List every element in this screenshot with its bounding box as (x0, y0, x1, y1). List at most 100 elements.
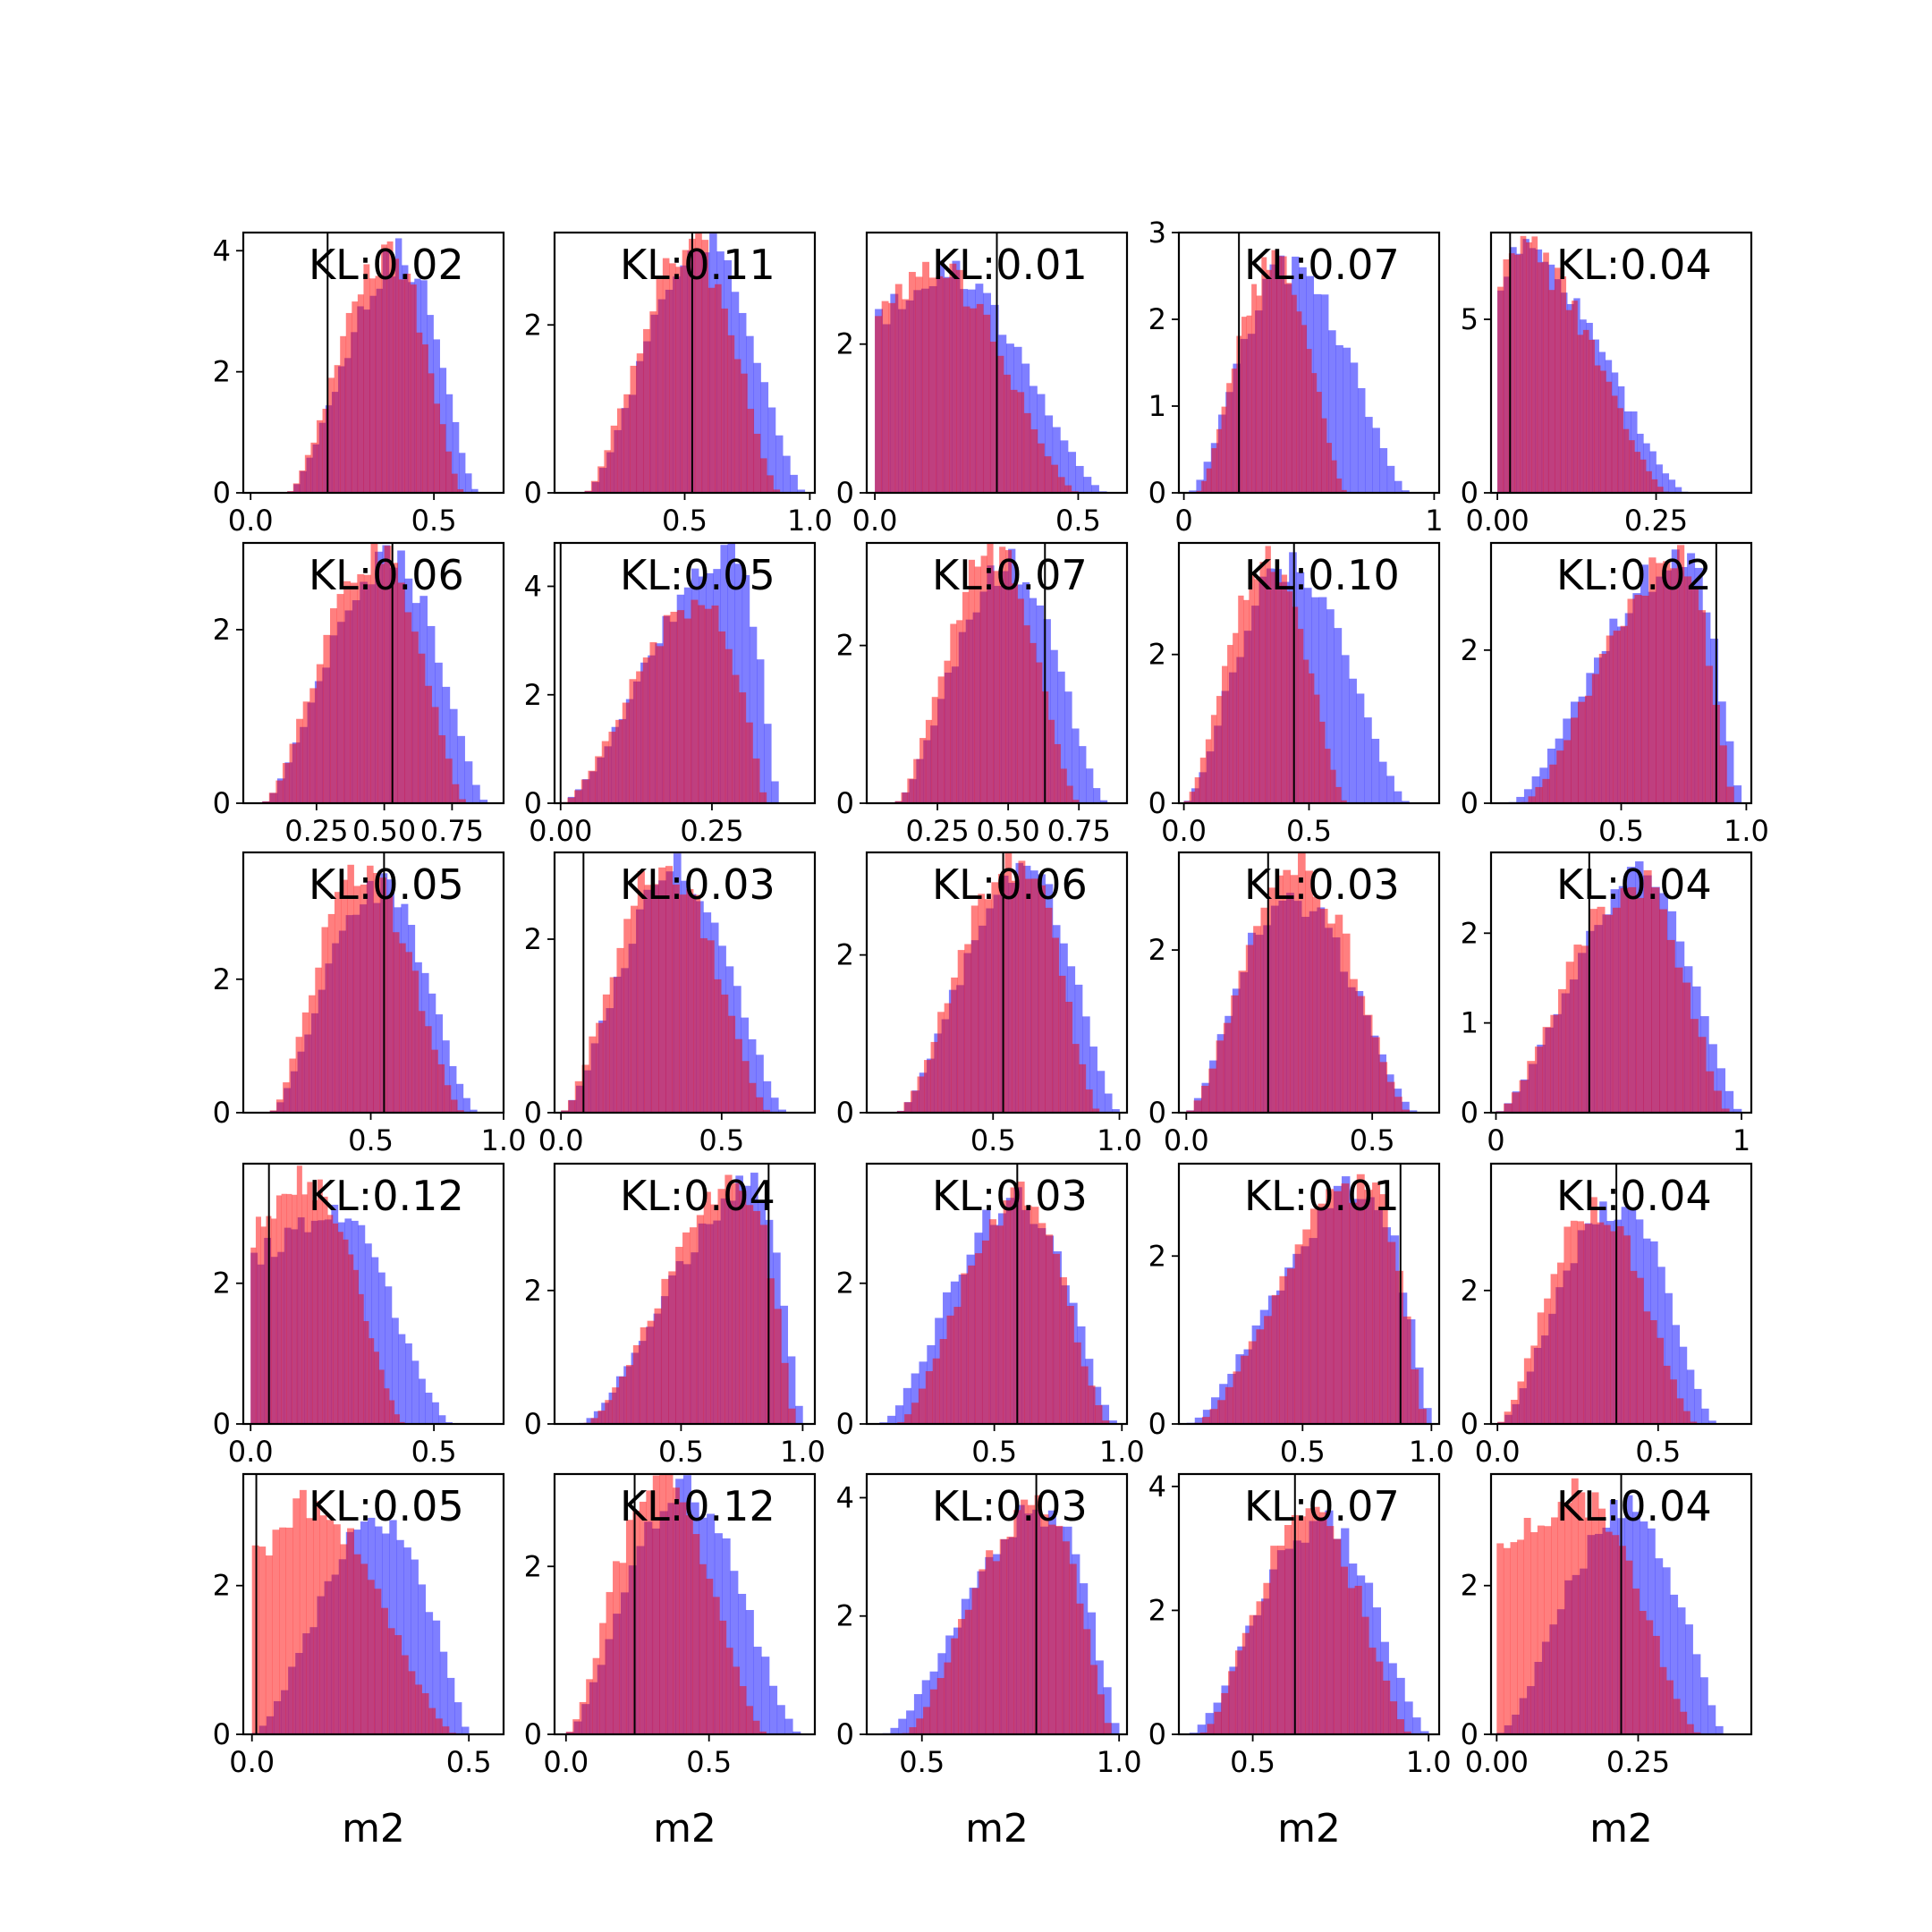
subplot-r1-c1: 0.00 0.25 0 2 4 KL:0.05 (524, 541, 817, 848)
hist-bar-red (1646, 470, 1652, 493)
hist-bar-red (374, 1589, 382, 1734)
hist-bar-red (1589, 339, 1595, 493)
hist-bar-red (1646, 1620, 1654, 1734)
hist-bar-red (741, 373, 748, 493)
hist-bar-blue (1694, 1388, 1702, 1424)
hist-bar-red (632, 1344, 641, 1424)
hist-bar-red (606, 1591, 614, 1734)
hist-bar-red (1350, 979, 1358, 1113)
hist-bar-red (1017, 1182, 1025, 1424)
hist-bar-red (715, 284, 722, 493)
hist-bar-red (1267, 887, 1276, 1113)
hist-bar-red (428, 373, 435, 493)
hist-bar-red (1024, 1205, 1032, 1424)
hist-bar-red (367, 1580, 375, 1734)
hist-bar-red (1632, 1589, 1640, 1734)
hist-bar-blue (1388, 1663, 1397, 1734)
hist-bar-blue (769, 1685, 778, 1734)
hist-bar-blue (1334, 628, 1343, 803)
hist-bar-red (275, 780, 284, 803)
hist-bar-red (658, 867, 666, 1113)
hist-bar-red (345, 312, 352, 493)
hist-bar-red (625, 1365, 634, 1424)
hist-bar-red (1312, 1506, 1320, 1734)
hist-bar-red (1634, 452, 1641, 493)
hist-bar-red (1372, 1182, 1381, 1424)
y-tick-label: 2 (836, 1599, 854, 1633)
subplot-r1-c2: 0.25 0.50 0.75 0 2 KL:0.07 (836, 541, 1129, 848)
hist-bar-blue (1670, 1594, 1679, 1734)
hist-bar-blue (1692, 1654, 1701, 1734)
hist-bar-red (1214, 1711, 1222, 1734)
hist-bar-red (1557, 1262, 1564, 1424)
hist-bar-red (584, 490, 592, 493)
hist-bar-red (1565, 309, 1572, 493)
hist-bar-red (1326, 1526, 1335, 1734)
hist-bar-blue (391, 1318, 399, 1424)
hist-bar-red (1383, 1680, 1391, 1734)
hist-bar-red (718, 631, 726, 803)
hist-bar-red (381, 244, 387, 493)
axes-frame (865, 541, 1129, 805)
hist-bar-red (1017, 598, 1024, 803)
y-tick-label: 0 (213, 1407, 231, 1441)
hist-bar-red (567, 797, 575, 803)
axes-frame (242, 1162, 505, 1426)
hist-bar-red (599, 1623, 606, 1734)
hist-bar-red (1402, 1109, 1411, 1113)
hist-bar-red (1519, 1080, 1528, 1113)
hist-bar-red (1010, 389, 1018, 493)
hist-bar-red (1021, 1499, 1029, 1734)
hist-bar-red (1721, 1108, 1730, 1113)
hist-bar-red (1394, 1097, 1402, 1113)
hist-bar-red (1055, 1525, 1063, 1734)
hist-bar-red (759, 792, 767, 803)
hist-bar-red (631, 905, 639, 1113)
x-tick-label: 0.00 (529, 814, 592, 848)
hist-bar-red (1330, 769, 1336, 803)
hist-bar-red (928, 277, 936, 493)
y-tick-label: 2 (213, 1267, 231, 1301)
hist-bar-red (950, 623, 957, 803)
hist-bar-red (1503, 258, 1510, 493)
y-tick-label: 2 (1461, 916, 1479, 950)
hist-bar-blue (1404, 1701, 1413, 1734)
hist-bar-red (1526, 242, 1532, 493)
hist-bar-red (1698, 610, 1707, 803)
y-tick-label: 0 (1148, 1096, 1166, 1130)
hist-bar-red (1044, 456, 1052, 493)
hist-bar-red (728, 1015, 736, 1113)
hist-bar-blue (465, 473, 472, 493)
hist-bar-red (999, 547, 1006, 803)
hist-bar-red (333, 1524, 341, 1734)
hist-bar-red (1004, 550, 1013, 803)
hist-bar-red (649, 311, 657, 493)
subplot-r3-c3: 0.5 1.0 0 2 KL:0.01 (1148, 1162, 1454, 1469)
subplot-r0-c1: 0.5 1.0 0 2 KL:0.11 (524, 231, 833, 538)
hist-bar-red (654, 1308, 662, 1424)
hist-bar-red (411, 631, 419, 803)
hist-bar-red (1080, 1366, 1089, 1424)
hist-bar-red (683, 618, 691, 803)
hist-bar-red (317, 1179, 323, 1424)
x-tick-label: 0.75 (420, 814, 484, 848)
hist-bar-red (1211, 448, 1217, 493)
y-tick-label: 2 (213, 962, 231, 996)
kl-annotation: KL:0.01 (1244, 1172, 1400, 1220)
hist-bar-red (1534, 1046, 1543, 1113)
x-tick-label: 1.0 (1724, 814, 1769, 848)
hist-bar-red (336, 594, 344, 803)
hist-bar-blue (1394, 791, 1402, 803)
kl-annotation: KL:0.04 (1556, 1482, 1712, 1530)
hist-bar-red (1318, 1203, 1326, 1424)
kl-annotation: KL:0.11 (620, 241, 775, 289)
hist-bar-red (327, 1215, 334, 1424)
y-tick-label: 4 (836, 1480, 854, 1514)
hist-bar-red (996, 355, 1004, 493)
hist-bar-red (425, 685, 432, 803)
subplot-r2-c1: 0.0 0.5 0 2 KL:0.03 (524, 851, 817, 1157)
hist-bar-blue (1326, 609, 1335, 803)
hist-bar-red (1058, 975, 1066, 1113)
hist-bar-red (692, 1534, 700, 1734)
hist-bar-red (1052, 937, 1060, 1113)
